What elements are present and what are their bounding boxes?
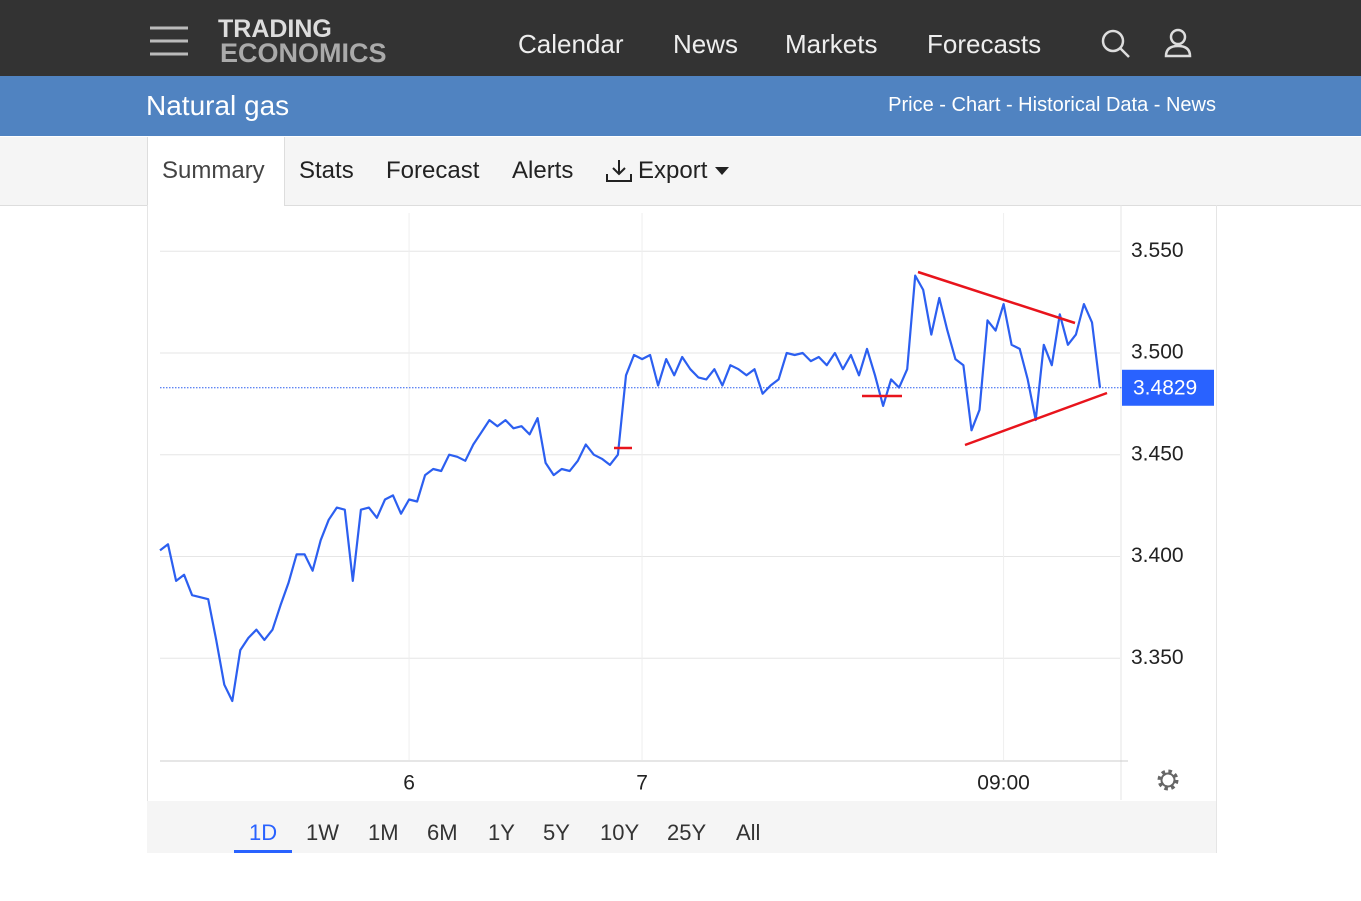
range-button[interactable]: 1D xyxy=(249,820,278,845)
logo-top[interactable]: TRADING xyxy=(218,15,332,43)
dropdown-caret[interactable] xyxy=(715,166,729,176)
active-tab xyxy=(147,137,285,206)
nav-item[interactable]: Forecasts xyxy=(927,29,1042,59)
logo-bottom[interactable]: ECONOMICS xyxy=(220,38,387,68)
range-button[interactable]: 1W xyxy=(306,820,339,845)
tab[interactable]: Export xyxy=(638,157,708,184)
search-icon[interactable] xyxy=(1100,28,1132,60)
y-tick-label: 3.500 xyxy=(1131,341,1184,364)
last-price-label: 3.4829 xyxy=(1133,376,1197,399)
last-price-box xyxy=(1122,369,1214,406)
tab[interactable]: Stats xyxy=(299,157,354,184)
y-tick-label: 3.550 xyxy=(1131,239,1184,262)
nav-item[interactable]: News xyxy=(673,29,739,59)
y-tick-label: 3.400 xyxy=(1131,544,1184,567)
x-tick-label: 7 xyxy=(636,772,648,795)
tab[interactable]: Forecast xyxy=(386,157,480,184)
range-button[interactable]: 1Y xyxy=(488,820,515,845)
settings-icon[interactable] xyxy=(1157,769,1179,791)
title-links[interactable]: Price - Chart - Historical Data - News xyxy=(888,94,1216,116)
nav-item[interactable]: Calendar xyxy=(518,29,624,59)
tab[interactable]: Alerts xyxy=(512,157,574,184)
range-button[interactable]: 25Y xyxy=(667,820,707,845)
trend-line xyxy=(964,391,1108,447)
x-tick-label: 6 xyxy=(403,772,415,795)
price-line xyxy=(159,274,1102,703)
page-title: Natural gas xyxy=(146,90,290,121)
range-button[interactable]: 5Y xyxy=(543,820,570,845)
user-icon[interactable] xyxy=(1163,27,1193,59)
active-underline xyxy=(234,850,292,853)
range-button[interactable]: 10Y xyxy=(600,820,640,845)
drawings xyxy=(614,270,1108,450)
range-bar xyxy=(147,801,1216,853)
chart-panel xyxy=(147,205,1217,853)
range-button[interactable]: 6M xyxy=(427,820,458,845)
menu-icon[interactable] xyxy=(150,26,188,56)
y-tick-label: 3.450 xyxy=(1131,442,1184,465)
tab[interactable]: Summary xyxy=(162,157,265,184)
range-button[interactable]: 1M xyxy=(368,820,399,845)
title-bar xyxy=(0,76,1361,136)
trend-line xyxy=(917,270,1076,325)
x-tick-label: 09:00 xyxy=(977,772,1030,795)
range-button[interactable]: All xyxy=(736,820,761,845)
export-icon[interactable] xyxy=(605,158,633,184)
chart: 3.350 3.400 3.450 3.500 3.550 6 7 09:00 3.4829 xyxy=(159,205,1214,800)
nav-item[interactable]: Markets xyxy=(785,29,878,59)
y-tick-label: 3.350 xyxy=(1131,646,1184,669)
top-bar xyxy=(0,0,1361,76)
